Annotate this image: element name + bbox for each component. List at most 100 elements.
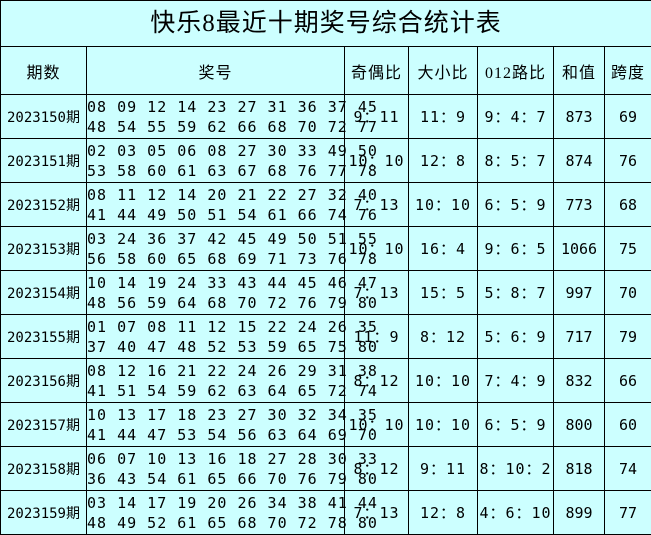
table-row: 2023154期 10 14 19 24 33 43 44 45 46 47 48 … [0,270,651,315]
cell-span: 76 [604,138,651,183]
cell-numbers: 08 09 12 14 23 27 31 36 37 45 48 54 55 59… [86,94,378,139]
column-header-012-route-ratio: 012路比 [477,46,554,95]
numbers-line-1: 01 07 08 11 12 15 22 24 26 35 [87,317,378,336]
cell-numbers: 08 12 16 21 22 24 26 29 31 38 41 51 54 59… [86,358,378,403]
numbers-line-1: 08 09 12 14 23 27 31 36 37 45 [87,97,378,116]
cell-sum: 832 [553,358,605,403]
cell-sum: 874 [553,138,605,183]
cell-period: 2023153期 [0,226,87,271]
cell-span: 66 [604,358,651,403]
cell-period: 2023154期 [0,270,87,315]
cell-numbers: 03 14 17 19 20 26 34 38 41 44 48 49 52 61… [86,490,378,535]
cell-012-route-ratio: 5：6：9 [477,314,554,359]
cell-sum: 899 [553,490,605,535]
cell-sum: 1066 [553,226,605,271]
title-row: 快乐8最近十期奖号综合统计表 [0,0,651,47]
cell-big-small-ratio: 12：8 [408,138,478,183]
numbers-line-2: 56 58 60 65 68 69 71 73 76 78 [87,249,378,268]
cell-big-small-ratio: 8：12 [408,314,478,359]
cell-012-route-ratio: 9：6：5 [477,226,554,271]
cell-numbers: 10 14 19 24 33 43 44 45 46 47 48 56 59 64… [86,270,378,315]
cell-012-route-ratio: 7：4：9 [477,358,554,403]
column-header-numbers: 奖号 [86,46,345,95]
table-row: 2023151期 02 03 05 06 08 27 30 33 49 50 53 … [0,138,651,183]
cell-period: 2023155期 [0,314,87,359]
numbers-line-1: 02 03 05 06 08 27 30 33 49 50 [87,141,378,160]
cell-big-small-ratio: 10：10 [408,182,478,227]
cell-012-route-ratio: 6：5：9 [477,182,554,227]
cell-sum: 818 [553,446,605,491]
header-row: 期数 奖号 奇偶比 大小比 012路比 和值 跨度 [0,46,651,95]
numbers-line-2: 41 44 49 50 51 54 61 66 74 76 [87,205,378,224]
numbers-line-2: 48 56 59 64 68 70 72 76 79 80 [87,293,378,312]
numbers-line-1: 08 12 16 21 22 24 26 29 31 38 [87,361,378,380]
cell-period: 2023158期 [0,446,87,491]
cell-012-route-ratio: 8：5：7 [477,138,554,183]
table-row: 2023156期 08 12 16 21 22 24 26 29 31 38 41 … [0,358,651,403]
cell-big-small-ratio: 16：4 [408,226,478,271]
table-row: 2023150期 08 09 12 14 23 27 31 36 37 45 48 … [0,94,651,139]
cell-numbers: 03 24 36 37 42 45 49 50 51 55 56 58 60 65… [86,226,378,271]
cell-period: 2023152期 [0,182,87,227]
cell-span: 68 [604,182,651,227]
cell-numbers: 10 13 17 18 23 27 30 32 34 35 41 44 47 53… [86,402,378,447]
cell-big-small-ratio: 11：9 [408,94,478,139]
table-row: 2023159期 03 14 17 19 20 26 34 38 41 44 48 … [0,490,651,535]
cell-big-small-ratio: 9：11 [408,446,478,491]
numbers-line-2: 53 58 60 61 63 67 68 76 77 78 [87,161,378,180]
cell-numbers: 06 07 10 13 16 18 27 28 30 33 36 43 54 61… [86,446,378,491]
page-title: 快乐8最近十期奖号综合统计表 [0,0,651,47]
cell-sum: 773 [553,182,605,227]
column-header-sum: 和值 [553,46,605,95]
numbers-line-2: 48 49 52 61 65 68 70 72 78 80 [87,513,378,532]
column-header-odd-even-ratio: 奇偶比 [344,46,409,95]
numbers-line-1: 03 24 36 37 42 45 49 50 51 55 [87,229,378,248]
cell-sum: 873 [553,94,605,139]
cell-span: 60 [604,402,651,447]
cell-period: 2023156期 [0,358,87,403]
table-row: 2023157期 10 13 17 18 23 27 30 32 34 35 41 … [0,402,651,447]
cell-period: 2023151期 [0,138,87,183]
cell-odd-even-ratio: 8：12 [344,358,409,403]
table-row: 2023158期 06 07 10 13 16 18 27 28 30 33 36 … [0,446,651,491]
cell-span: 74 [604,446,651,491]
cell-012-route-ratio: 5：8：7 [477,270,554,315]
numbers-line-1: 06 07 10 13 16 18 27 28 30 33 [87,449,378,468]
column-header-period: 期数 [0,46,87,95]
numbers-line-1: 08 11 12 14 20 21 22 27 32 40 [87,185,378,204]
cell-012-route-ratio: 6：5：9 [477,402,554,447]
cell-big-small-ratio: 15：5 [408,270,478,315]
cell-012-route-ratio: 9：4：7 [477,94,554,139]
cell-period: 2023159期 [0,490,87,535]
cell-sum: 717 [553,314,605,359]
cell-numbers: 01 07 08 11 12 15 22 24 26 35 37 40 47 48… [86,314,378,359]
cell-012-route-ratio: 8：10：2 [477,446,554,491]
cell-sum: 800 [553,402,605,447]
cell-numbers: 02 03 05 06 08 27 30 33 49 50 53 58 60 61… [86,138,378,183]
cell-odd-even-ratio: 8：12 [344,446,409,491]
numbers-line-2: 48 54 55 59 62 66 68 70 72 77 [87,117,378,136]
cell-span: 69 [604,94,651,139]
numbers-line-1: 10 13 17 18 23 27 30 32 34 35 [87,405,378,424]
cell-big-small-ratio: 10：10 [408,402,478,447]
cell-span: 70 [604,270,651,315]
cell-odd-even-ratio: 7：13 [344,490,409,535]
cell-span: 75 [604,226,651,271]
cell-big-small-ratio: 10：10 [408,358,478,403]
cell-odd-even-ratio: 9：11 [344,94,409,139]
cell-big-small-ratio: 12：8 [408,490,478,535]
table-row: 2023153期 03 24 36 37 42 45 49 50 51 55 56 … [0,226,651,271]
numbers-line-1: 10 14 19 24 33 43 44 45 46 47 [87,273,378,292]
cell-numbers: 08 11 12 14 20 21 22 27 32 40 41 44 49 50… [86,182,378,227]
cell-period: 2023157期 [0,402,87,447]
column-header-big-small-ratio: 大小比 [408,46,478,95]
column-header-span: 跨度 [604,46,651,95]
numbers-line-1: 03 14 17 19 20 26 34 38 41 44 [87,493,378,512]
numbers-line-2: 41 51 54 59 62 63 64 65 72 74 [87,381,378,400]
numbers-line-2: 41 44 47 53 54 56 63 64 69 70 [87,425,378,444]
table-row: 2023155期 01 07 08 11 12 15 22 24 26 35 37 … [0,314,651,359]
cell-sum: 997 [553,270,605,315]
cell-period: 2023150期 [0,94,87,139]
cell-span: 79 [604,314,651,359]
